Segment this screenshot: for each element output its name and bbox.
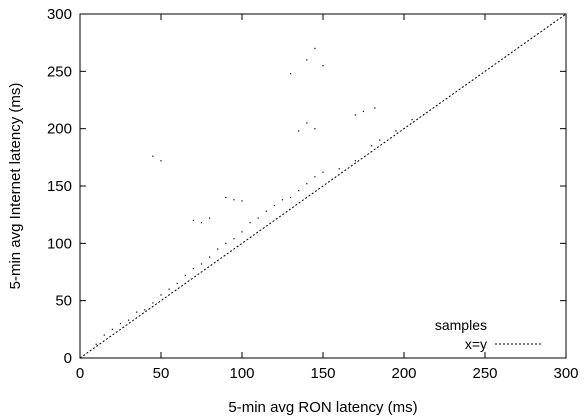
- x-tick-label: 150: [310, 365, 335, 382]
- sample-point: [168, 288, 170, 290]
- x-tick-label: 100: [229, 365, 254, 382]
- sample-point: [265, 210, 267, 212]
- axis-ticks: 0 50 100 150 200 250 300 0 50 100 150 200 250 300: [47, 6, 579, 382]
- sample-point: [152, 155, 154, 157]
- sample-point: [160, 160, 162, 162]
- sample-point: [225, 196, 227, 199]
- sample-point: [217, 248, 219, 250]
- y-tick-label: 300: [47, 6, 72, 23]
- sample-point: [371, 145, 373, 147]
- sample-point: [314, 47, 316, 49]
- sample-point: [298, 130, 300, 132]
- sample-point: [241, 200, 243, 202]
- x-tick-label: 50: [153, 365, 170, 382]
- sample-point: [306, 59, 308, 61]
- sample-point: [152, 302, 154, 304]
- sample-point: [354, 114, 356, 116]
- sample-point: [160, 294, 162, 296]
- sample-point: [209, 256, 211, 258]
- sample-point: [225, 242, 227, 244]
- sample-point: [192, 267, 194, 270]
- y-tick-label: 50: [55, 293, 72, 310]
- sample-point: [200, 222, 203, 224]
- sample-point: [136, 311, 138, 313]
- sample-point: [144, 309, 146, 311]
- sample-point: [257, 217, 259, 219]
- sample-point: [322, 171, 324, 173]
- sample-point: [200, 263, 203, 265]
- sample-point: [233, 199, 235, 201]
- sample-point: [354, 160, 356, 162]
- x-tick-label: 300: [553, 365, 578, 382]
- sample-point: [103, 334, 105, 336]
- sample-point: [306, 183, 308, 185]
- sample-point: [298, 189, 300, 192]
- sample-point: [111, 328, 113, 330]
- sample-point: [192, 219, 194, 221]
- legend: samples x=y: [435, 317, 543, 352]
- sample-point: [338, 168, 340, 170]
- legend-label-samples: samples: [435, 317, 487, 333]
- y-axis-label: 5-min avg Internet latency (ms): [7, 83, 24, 290]
- sample-point: [184, 274, 186, 277]
- sample-point: [128, 319, 130, 321]
- sample-point: [314, 176, 316, 178]
- sample-point: [281, 199, 284, 201]
- x-axis-label: 5-min avg RON latency (ms): [228, 399, 417, 416]
- sample-point: [249, 222, 251, 224]
- y-tick-label: 100: [47, 235, 72, 252]
- sample-point: [290, 73, 292, 75]
- sample-point: [233, 238, 235, 240]
- sample-point: [322, 65, 324, 67]
- sample-point: [241, 231, 243, 233]
- sample-point: [95, 343, 97, 345]
- y-tick-label: 250: [47, 63, 72, 80]
- y-tick-label: 150: [47, 178, 72, 195]
- sample-point: [119, 323, 122, 325]
- sample-point: [176, 282, 178, 285]
- sample-point: [314, 128, 316, 130]
- sample-point: [379, 139, 381, 141]
- y-tick-label: 200: [47, 121, 72, 138]
- sample-point: [273, 204, 275, 207]
- sample-point: [411, 118, 413, 121]
- sample-point: [209, 217, 211, 219]
- points-layer: [95, 47, 425, 345]
- x-tick-label: 200: [391, 365, 416, 382]
- legend-label-xy: x=y: [465, 336, 487, 352]
- sample-point: [395, 130, 397, 132]
- reference-line-layer: [79, 13, 567, 359]
- sample-point: [362, 110, 365, 113]
- y-tick-label: 0: [64, 350, 72, 367]
- x-tick-label: 0: [76, 365, 84, 382]
- x-equals-y-line: [79, 13, 567, 359]
- sample-point: [306, 122, 308, 124]
- sample-point: [290, 196, 292, 199]
- x-tick-label: 250: [472, 365, 497, 382]
- sample-point: [374, 107, 376, 109]
